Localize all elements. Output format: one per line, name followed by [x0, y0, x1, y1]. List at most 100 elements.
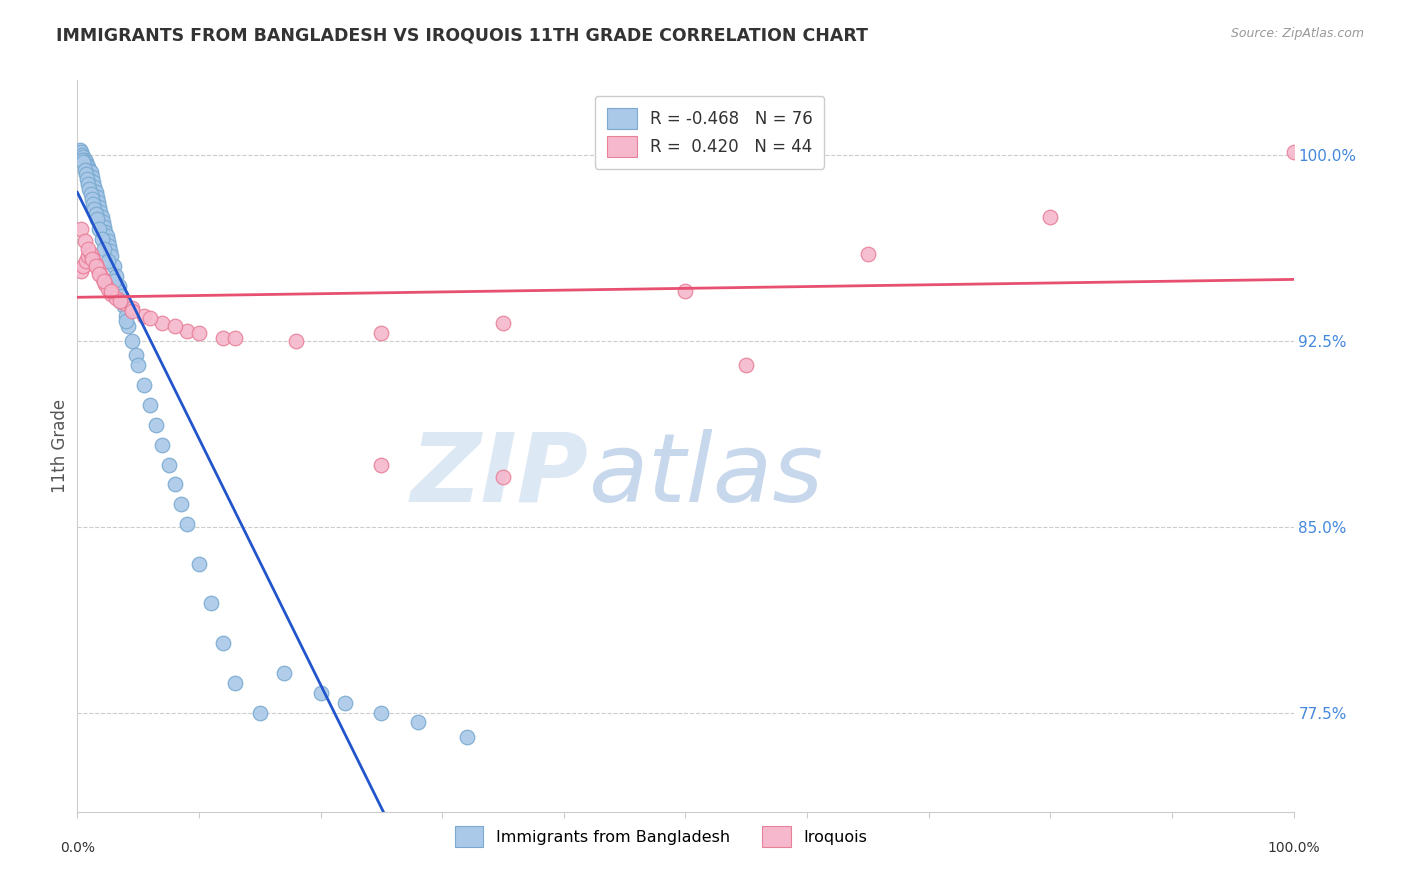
Point: [117, 318, 139, 333]
Point: [110, 289, 132, 303]
Point: [370, 326, 392, 341]
Text: 0.0%: 0.0%: [60, 841, 94, 855]
Point: [163, 318, 186, 333]
Y-axis label: 11th Grade: 11th Grade: [51, 399, 69, 493]
Point: [212, 636, 235, 650]
Point: [70, 222, 93, 236]
Point: [176, 517, 198, 532]
Point: [73, 235, 96, 249]
Point: [89, 204, 111, 219]
Point: [77, 242, 100, 256]
Point: [224, 331, 246, 345]
Point: [333, 696, 356, 710]
Point: [105, 292, 128, 306]
Point: [97, 239, 120, 253]
Point: [100, 284, 122, 298]
Point: [97, 281, 120, 295]
Text: IMMIGRANTS FROM BANGLADESH VS IROQUOIS 11TH GRADE CORRELATION CHART: IMMIGRANTS FROM BANGLADESH VS IROQUOIS 1…: [56, 27, 869, 45]
Point: [73, 153, 96, 167]
Point: [69, 143, 91, 157]
Point: [79, 182, 101, 196]
Point: [94, 277, 117, 291]
Point: [77, 160, 100, 174]
Point: [75, 168, 97, 182]
Point: [103, 274, 125, 288]
Text: 100.0%: 100.0%: [1267, 841, 1320, 855]
Point: [139, 398, 162, 412]
Point: [134, 309, 156, 323]
Point: [87, 261, 110, 276]
Point: [80, 165, 103, 179]
Point: [80, 192, 103, 206]
Point: [107, 279, 129, 293]
Point: [121, 334, 143, 348]
Point: [98, 244, 121, 259]
Point: [249, 706, 271, 720]
Point: [72, 155, 94, 169]
Point: [370, 706, 392, 720]
Point: [125, 349, 148, 363]
Point: [84, 259, 107, 273]
Point: [134, 378, 156, 392]
Point: [856, 247, 879, 261]
Point: [108, 293, 131, 308]
Point: [91, 214, 114, 228]
Point: [370, 458, 392, 472]
Point: [93, 219, 115, 234]
Point: [84, 257, 107, 271]
Point: [89, 200, 111, 214]
Point: [89, 267, 111, 281]
Point: [492, 316, 515, 330]
Point: [406, 715, 429, 730]
Point: [83, 202, 105, 217]
Point: [212, 331, 235, 345]
Point: [1282, 145, 1305, 160]
Point: [115, 309, 138, 323]
Text: Source: ZipAtlas.com: Source: ZipAtlas.com: [1230, 27, 1364, 40]
Point: [152, 438, 174, 452]
Point: [72, 259, 94, 273]
Point: [90, 232, 112, 246]
Point: [91, 271, 114, 285]
Point: [73, 162, 96, 177]
Point: [97, 235, 120, 249]
Point: [152, 316, 174, 330]
Point: [75, 155, 97, 169]
Point: [70, 145, 93, 160]
Point: [121, 304, 143, 318]
Point: [80, 247, 103, 261]
Point: [112, 299, 135, 313]
Point: [70, 264, 93, 278]
Point: [309, 686, 332, 700]
Point: [79, 162, 101, 177]
Point: [77, 178, 100, 192]
Point: [103, 259, 125, 273]
Point: [87, 194, 110, 209]
Point: [76, 172, 98, 186]
Point: [121, 301, 143, 316]
Point: [83, 180, 105, 194]
Point: [89, 267, 111, 281]
Point: [84, 207, 107, 221]
Legend: Immigrants from Bangladesh, Iroquois: Immigrants from Bangladesh, Iroquois: [447, 819, 876, 855]
Point: [127, 359, 149, 373]
Point: [273, 665, 295, 680]
Point: [735, 359, 758, 373]
Point: [77, 249, 100, 263]
Point: [84, 185, 107, 199]
Point: [139, 311, 162, 326]
Point: [70, 147, 93, 161]
Point: [456, 731, 478, 745]
Point: [170, 497, 193, 511]
Point: [105, 269, 128, 284]
Point: [82, 175, 104, 189]
Point: [94, 225, 117, 239]
Point: [82, 197, 104, 211]
Point: [90, 210, 112, 224]
Point: [675, 284, 697, 298]
Point: [157, 458, 180, 472]
Point: [86, 190, 108, 204]
Point: [1039, 210, 1062, 224]
Point: [100, 286, 122, 301]
Point: [108, 293, 131, 308]
